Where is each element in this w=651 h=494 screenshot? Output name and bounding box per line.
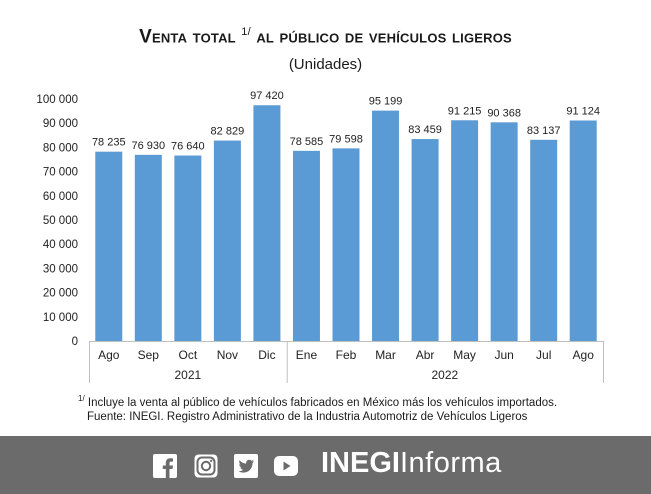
y-tick-label: 70 000 xyxy=(43,167,78,179)
data-label: 79 598 xyxy=(329,133,363,145)
y-tick-label: 80 000 xyxy=(43,142,78,154)
x-tick-label: Feb xyxy=(336,348,357,362)
data-label: 97 420 xyxy=(250,90,284,102)
y-tick-label: 50 000 xyxy=(43,215,78,227)
x-tick-label: May xyxy=(453,348,476,362)
data-label: 82 829 xyxy=(211,126,245,138)
data-label: 90 368 xyxy=(487,107,521,119)
y-tick-label: 100 000 xyxy=(36,94,78,106)
bar xyxy=(411,139,439,341)
x-tick-label: Jun xyxy=(494,348,513,362)
x-tick-label: Dic xyxy=(258,348,275,362)
brand-light: Informa xyxy=(399,447,502,479)
x-tick-label: Mar xyxy=(375,348,396,362)
data-label: 91 215 xyxy=(448,105,482,117)
x-tick-label: Abr xyxy=(416,348,435,362)
x-tick-label: Nov xyxy=(217,348,238,362)
bar xyxy=(95,151,123,341)
footer-bar: INEGIInforma xyxy=(0,436,651,494)
chart-title-footnote-mark: 1/ xyxy=(241,26,251,38)
chart-title-main: Venta total xyxy=(139,26,236,48)
youtube-icon[interactable] xyxy=(274,454,298,478)
source-line: Fuente: INEGI. Registro Administrativo d… xyxy=(87,410,528,423)
notes: 1/ Incluye la venta al público de vehícu… xyxy=(78,392,557,424)
x-tick-label: Ene xyxy=(296,348,318,362)
x-tick-label: Jul xyxy=(536,348,551,362)
data-label: 78 235 xyxy=(92,137,126,149)
bar xyxy=(451,120,479,341)
data-label: 95 199 xyxy=(369,96,403,108)
year-group-label: 2022 xyxy=(431,368,458,382)
x-tick-label: Oct xyxy=(179,348,198,362)
y-tick-label: 30 000 xyxy=(43,263,78,275)
year-group-label: 2021 xyxy=(174,368,201,382)
bar xyxy=(569,120,597,341)
data-label: 83 459 xyxy=(408,124,442,136)
x-tick-label: Ago xyxy=(98,348,120,362)
bar xyxy=(174,155,202,341)
footnote-text: Incluye la venta al público de vehículos… xyxy=(87,396,558,409)
footnote-mark: 1/ xyxy=(78,394,85,403)
chart-subtitle: (Unidades) xyxy=(288,56,363,73)
facebook-icon[interactable] xyxy=(153,454,177,478)
footnote-line: 1/ Incluye la venta al público de vehícu… xyxy=(78,392,557,410)
bar xyxy=(372,110,400,341)
bar xyxy=(253,105,281,342)
y-tick-label: 90 000 xyxy=(43,118,78,130)
bar xyxy=(530,139,558,341)
data-label: 76 640 xyxy=(171,141,205,153)
bar xyxy=(134,154,162,341)
inegi-informa-logo: INEGIInforma xyxy=(321,447,502,480)
data-label: 83 137 xyxy=(527,125,561,137)
x-tick-label: Sep xyxy=(138,348,160,362)
bar xyxy=(213,140,241,341)
y-tick-label: 60 000 xyxy=(43,191,78,203)
bar xyxy=(332,148,360,341)
chart-title: Venta total 1/ al público de vehículos l… xyxy=(0,26,651,48)
bar xyxy=(292,150,320,341)
instagram-icon[interactable] xyxy=(194,454,218,478)
y-tick-label: 40 000 xyxy=(43,239,78,251)
data-label: 91 124 xyxy=(566,105,600,117)
data-label: 78 585 xyxy=(290,136,324,148)
y-tick-label: 20 000 xyxy=(43,288,78,300)
y-tick-label: 10 000 xyxy=(43,312,78,324)
y-tick-label: 0 xyxy=(72,336,78,348)
brand-bold: INEGI xyxy=(321,447,400,479)
chart-title-rest: al público de vehículos ligeros xyxy=(256,26,512,48)
bar-chart: 0 10 000 20 000 30 000 40 000 50 000 60 000 70 … xyxy=(36,90,604,383)
twitter-icon[interactable] xyxy=(234,454,258,478)
x-tick-label: Ago xyxy=(573,348,595,362)
bar xyxy=(490,122,518,341)
data-label: 76 930 xyxy=(131,140,165,152)
